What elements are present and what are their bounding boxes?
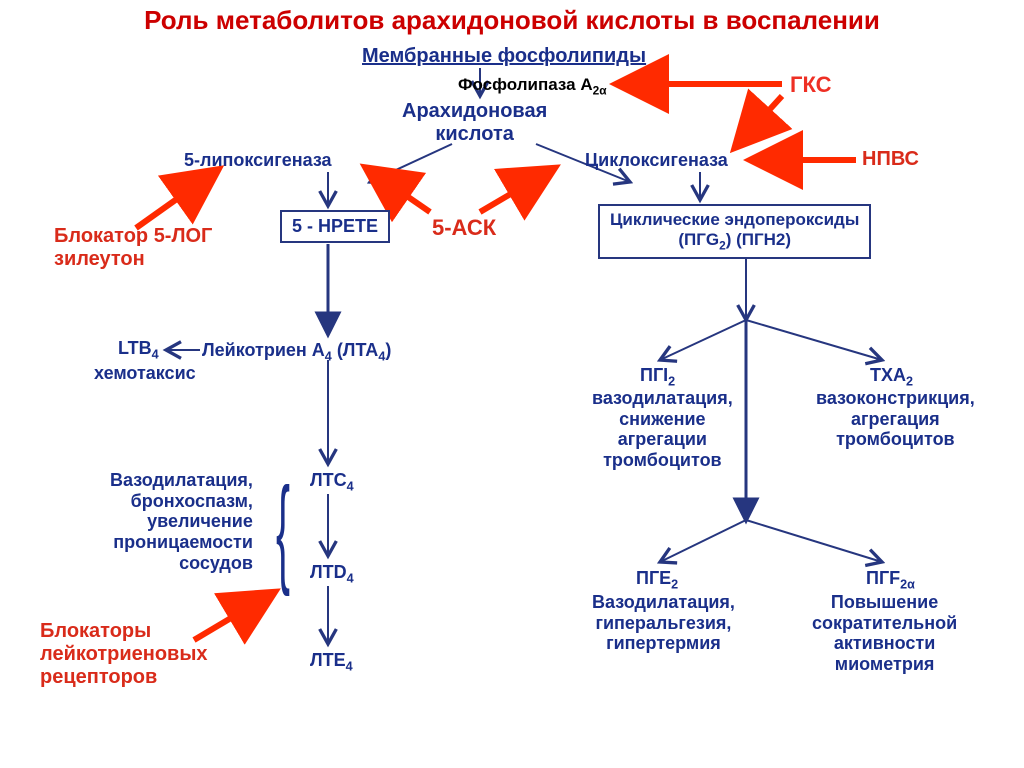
- node-pla2: Фосфолипаза A2α: [458, 75, 607, 98]
- node-nsaid: НПВС: [862, 148, 919, 171]
- node-arachidonic: Арахидоноваякислота: [402, 100, 547, 146]
- inhibit-arrow-1: [740, 96, 782, 142]
- node-chemotaxis: хемотаксис: [94, 363, 196, 384]
- node-ltc4: ЛТС4: [310, 470, 354, 494]
- node-ltd4: ЛТD4: [310, 562, 354, 586]
- node-pge2eff: Вазодилатация,гиперальгезия,гипертермия: [592, 592, 735, 654]
- node-ask5: 5-АСК: [432, 215, 496, 240]
- node-lta4: Лейкотриен A4 (ЛТА4): [202, 340, 391, 364]
- pathway-arrow-11: [746, 520, 882, 562]
- node-txa2: ТХА2: [870, 365, 913, 389]
- box-hpete: 5 - HPETE: [280, 210, 390, 243]
- node-pgf2: ПГF2α: [866, 568, 915, 592]
- node-ltb4: LTB4: [118, 338, 159, 362]
- pathway-arrow-1: [370, 144, 452, 182]
- node-lteff: Вазодилатация,бронхоспазм,увеличениепрон…: [110, 470, 253, 573]
- node-pge2: ПГЕ2: [636, 568, 678, 592]
- diagram-title: Роль метаболитов арахидоновой кислоты в …: [40, 6, 984, 36]
- node-lte4: ЛТЕ4: [310, 650, 353, 674]
- inhibit-arrow-5: [136, 174, 212, 228]
- node-pgf2eff: Повышениесократительнойактивностимиометр…: [812, 592, 957, 675]
- node-ltblock: Блокаторылейкотриеновыхрецепторов: [40, 620, 208, 689]
- inhibit-arrow-4: [372, 172, 430, 212]
- pathway-arrow-7: [660, 320, 746, 360]
- node-cox: Циклоксигеназа: [585, 150, 728, 171]
- brace-leukotrienes: {: [276, 470, 290, 590]
- node-txa2eff: вазоконстрикция,агрегациятромбоцитов: [816, 388, 975, 450]
- node-pgi2eff: вазодилатация,снижениеагрегациитромбоцит…: [592, 388, 733, 471]
- node-zileuton: Блокатор 5-ЛОГзилеутон: [54, 225, 212, 271]
- inhibit-arrow-3: [480, 172, 548, 212]
- node-lox5: 5-липоксигеназа: [184, 150, 332, 171]
- node-membrane: Мембранные фосфолипиды: [362, 45, 646, 68]
- pathway-arrow-8: [746, 320, 882, 360]
- box-endoperox: Циклические эндопероксиды(ПГG2) (ПГН2): [598, 204, 871, 259]
- pathway-arrow-10: [660, 520, 746, 562]
- node-pgi2: ПГI2: [640, 365, 675, 389]
- node-gks: ГКС: [790, 72, 832, 97]
